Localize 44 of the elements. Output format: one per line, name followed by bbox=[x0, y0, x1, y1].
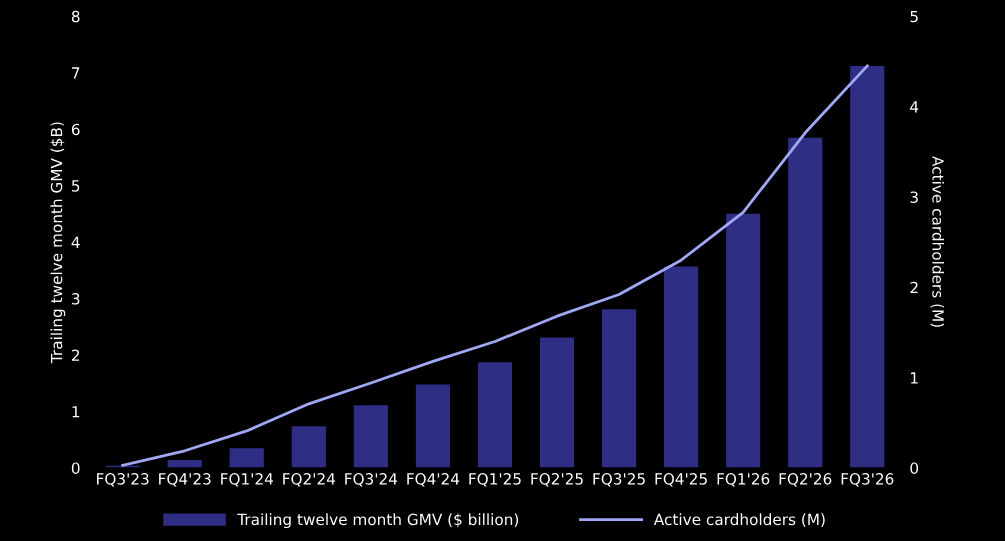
x-tick-label: FQ3'23 bbox=[97, 473, 149, 487]
bar bbox=[850, 65, 885, 468]
x-tick-label: FQ1'26 bbox=[717, 473, 770, 487]
bar bbox=[602, 309, 637, 468]
bar bbox=[291, 426, 326, 468]
y2-tick-label: 0 bbox=[910, 462, 919, 474]
y2-tick-label: 4 bbox=[910, 101, 919, 113]
x-tick-label: FQ2'24 bbox=[283, 473, 336, 487]
y2-tick-label: 2 bbox=[910, 281, 918, 294]
y-tick-label: 0 bbox=[71, 462, 80, 474]
x-tick-label: FQ2'26 bbox=[779, 473, 832, 487]
y-tick-label: 2 bbox=[71, 349, 80, 361]
y2-tick-label: 1 bbox=[911, 372, 918, 384]
x-tick-label: FQ4'25 bbox=[655, 473, 707, 487]
line-series bbox=[121, 64, 869, 467]
y2-axis-title: Active cardholders (M) bbox=[930, 156, 945, 327]
x-tick-label: FQ1'24 bbox=[221, 473, 273, 487]
y-tick-label: 3 bbox=[72, 293, 80, 305]
y2-tick-label: 5 bbox=[910, 10, 918, 23]
y-tick-label: 8 bbox=[71, 10, 80, 23]
y-tick-label: 4 bbox=[71, 236, 80, 248]
x-tick-label: FQ4'23 bbox=[159, 473, 211, 487]
y2-tick-label: 3 bbox=[910, 191, 918, 203]
bar bbox=[788, 137, 823, 468]
x-tick-label: FQ3'25 bbox=[593, 473, 645, 487]
x-tick-label: FQ3'26 bbox=[841, 473, 894, 487]
bar bbox=[353, 405, 388, 468]
y-tick-label: 1 bbox=[72, 406, 80, 418]
y-tick-label: 5 bbox=[72, 180, 80, 192]
legend-label: Trailing twelve month GMV ($ billion) bbox=[237, 513, 519, 529]
x-tick-label: FQ1'25 bbox=[469, 473, 521, 487]
y-axis-title: Trailing twelve month GMV ($B) bbox=[50, 122, 66, 364]
y-tick-label: 7 bbox=[72, 67, 80, 79]
x-tick-label: FQ2'25 bbox=[531, 473, 583, 487]
bar bbox=[664, 266, 699, 468]
y-tick-label: 6 bbox=[71, 123, 80, 136]
legend-label: Active cardholders (M) bbox=[653, 513, 825, 527]
bar bbox=[477, 362, 513, 468]
bar bbox=[229, 448, 264, 468]
x-tick-label: FQ4'24 bbox=[407, 473, 460, 487]
x-tick-label: FQ3'24 bbox=[345, 473, 398, 487]
bar bbox=[539, 337, 575, 468]
bar bbox=[726, 213, 761, 468]
bar bbox=[415, 384, 450, 468]
